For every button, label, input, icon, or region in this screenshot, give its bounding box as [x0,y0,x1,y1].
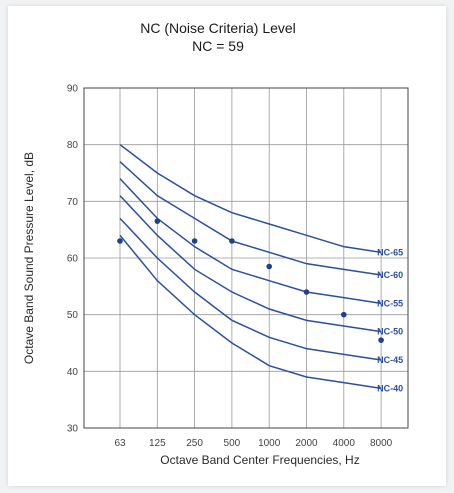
x-tick-label: 63 [114,438,126,449]
measured-point [266,263,273,270]
nc-curve-line [119,144,382,254]
y-tick-label: 50 [67,310,79,321]
measured-point [341,311,347,318]
plot-frame [83,87,409,429]
y-tick-label: 30 [67,424,79,435]
y-tick-label: 80 [67,140,79,151]
nc-curve-line [119,234,382,390]
x-tick-label: 125 [149,438,166,449]
measured-point [378,337,384,343]
nc-curve-line [119,178,382,305]
nc-curve-line [119,195,382,333]
x-tick-label: 500 [224,438,241,449]
measured-point [229,238,235,244]
y-tick-label: 70 [67,197,79,208]
measured-point [154,218,161,224]
x-axis-title: Octave Band Center Frequencies, Hz [160,453,359,467]
nc-curve-line [119,217,382,361]
x-tick-label: 2000 [295,438,318,449]
y-tick-label: 40 [67,367,79,378]
chart-title: NC (Noise Criteria) Level [140,20,296,36]
nc-curve-label: NC-65 [377,247,403,257]
measured-point [303,289,310,295]
chart-card: NC (Noise Criteria) Level NC = 59 NC-65 N… [8,6,446,486]
x-tick-label: 1000 [258,438,281,449]
x-tick-label: 4000 [333,438,356,449]
y-tick-label: 90 [67,84,79,95]
y-tick-label: 60 [67,254,79,265]
x-tick-label: 250 [186,438,203,449]
measured-point [191,238,198,244]
measured-point [117,238,123,244]
nc-curve-line [119,161,382,276]
nc-curve-label: NC-45 [377,355,403,365]
nc-curve-label: NC-50 [377,327,403,337]
chart-subtitle: NC = 59 [192,38,244,54]
grid [83,87,409,429]
x-tick-label: 8000 [370,438,393,449]
measured-points [117,218,384,343]
y-axis-title: Octave Band Sound Pressure Level, dB [22,152,36,364]
nc-curve-label: NC-40 [377,383,403,393]
axis-ticks: 30 40 50 60 70 80 90 63 125 250 500 1000 2000 4000 800… [67,84,393,450]
nc-chart: NC (Noise Criteria) Level NC = 59 NC-65N… [22,20,409,467]
nc-curve-label: NC-60 [377,270,403,280]
nc-curves: NC-65 NC-60 NC-55 NC-50 NC-45 NC-40 [119,144,403,393]
nc-curve-label: NC-55 [377,298,403,308]
